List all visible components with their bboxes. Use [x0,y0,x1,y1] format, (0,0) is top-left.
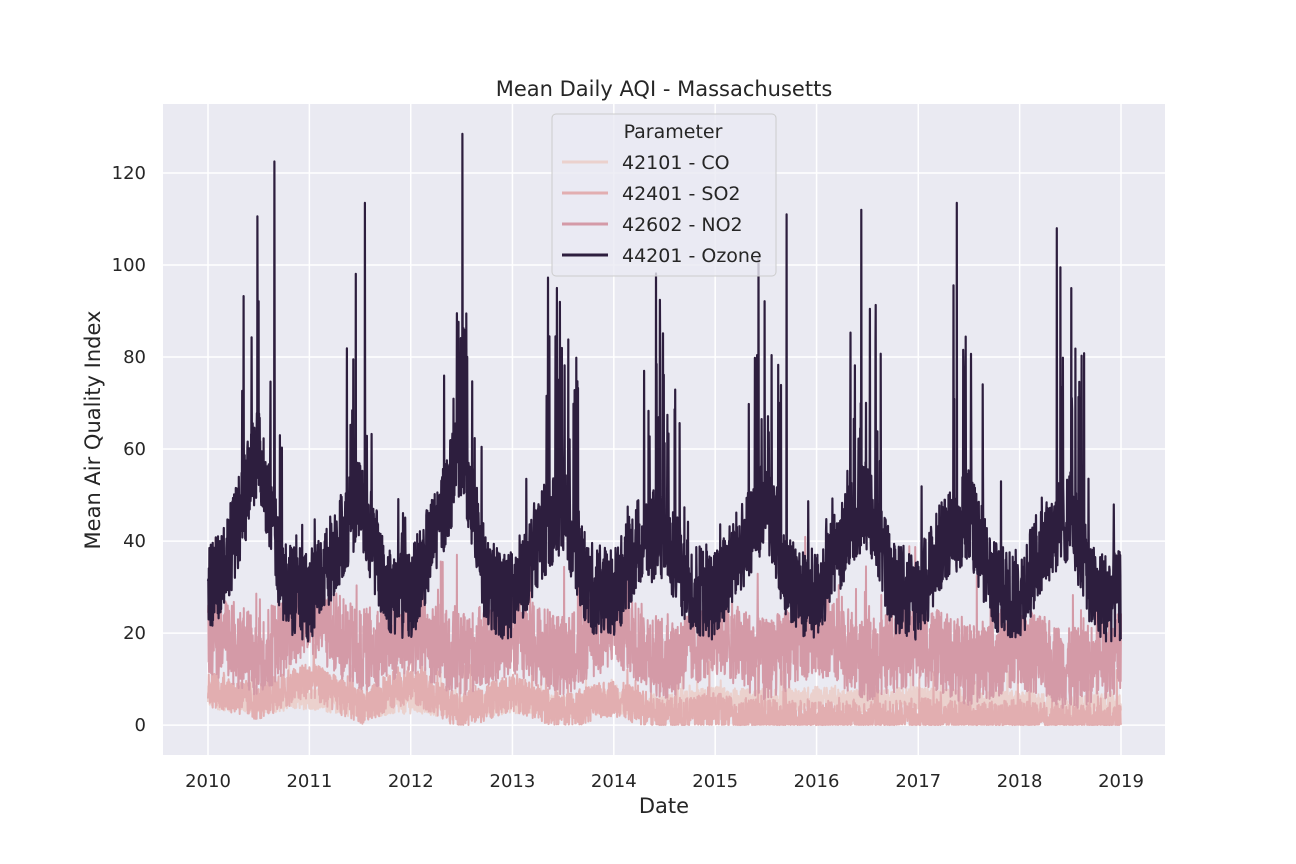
x-tick-label: 2018 [997,771,1043,792]
chart-title: Mean Daily AQI - Massachusetts [496,77,833,101]
x-tick-label: 2012 [388,771,434,792]
y-tick-label: 120 [112,163,146,184]
legend-box [551,113,777,277]
legend: Parameter 42101 - CO 42401 - SO2 42602 - N… [551,113,777,277]
legend-label: 42101 - CO [622,152,730,174]
y-tick-label: 60 [123,439,146,460]
y-axis-title: Mean Air Quality Index [81,311,105,550]
legend-label: 42602 - NO2 [622,214,743,236]
x-tick-label: 2016 [794,771,840,792]
y-axis-ticks: 0 20 40 60 80 100 120 [112,163,146,736]
legend-label: 42401 - SO2 [622,183,740,205]
y-tick-label: 100 [112,255,146,276]
legend-label: 44201 - Ozone [622,245,762,267]
y-tick-label: 0 [135,715,146,736]
series-layer [206,132,1123,727]
y-tick-label: 40 [123,531,146,552]
series-line-3 [206,132,1123,643]
x-tick-label: 2017 [895,771,941,792]
y-tick-label: 80 [123,347,146,368]
legend-title: Parameter [624,121,723,143]
series-line-1 [207,643,1122,727]
y-tick-label: 20 [123,623,146,644]
x-tick-label: 2010 [185,771,231,792]
x-tick-label: 2011 [286,771,332,792]
legend-entries: 42101 - CO 42401 - SO2 42602 - NO2 44201 - … [562,152,762,267]
x-axis-title: Date [639,794,689,818]
x-tick-label: 2015 [692,771,738,792]
x-tick-label: 2019 [1098,771,1144,792]
series-line-2 [207,535,1122,709]
x-tick-label: 2014 [591,771,637,792]
x-tick-label: 2013 [490,771,536,792]
x-axis-ticks: 2010 2011 2012 2013 2014 2015 2016 2017 2018 2019 [185,771,1144,792]
